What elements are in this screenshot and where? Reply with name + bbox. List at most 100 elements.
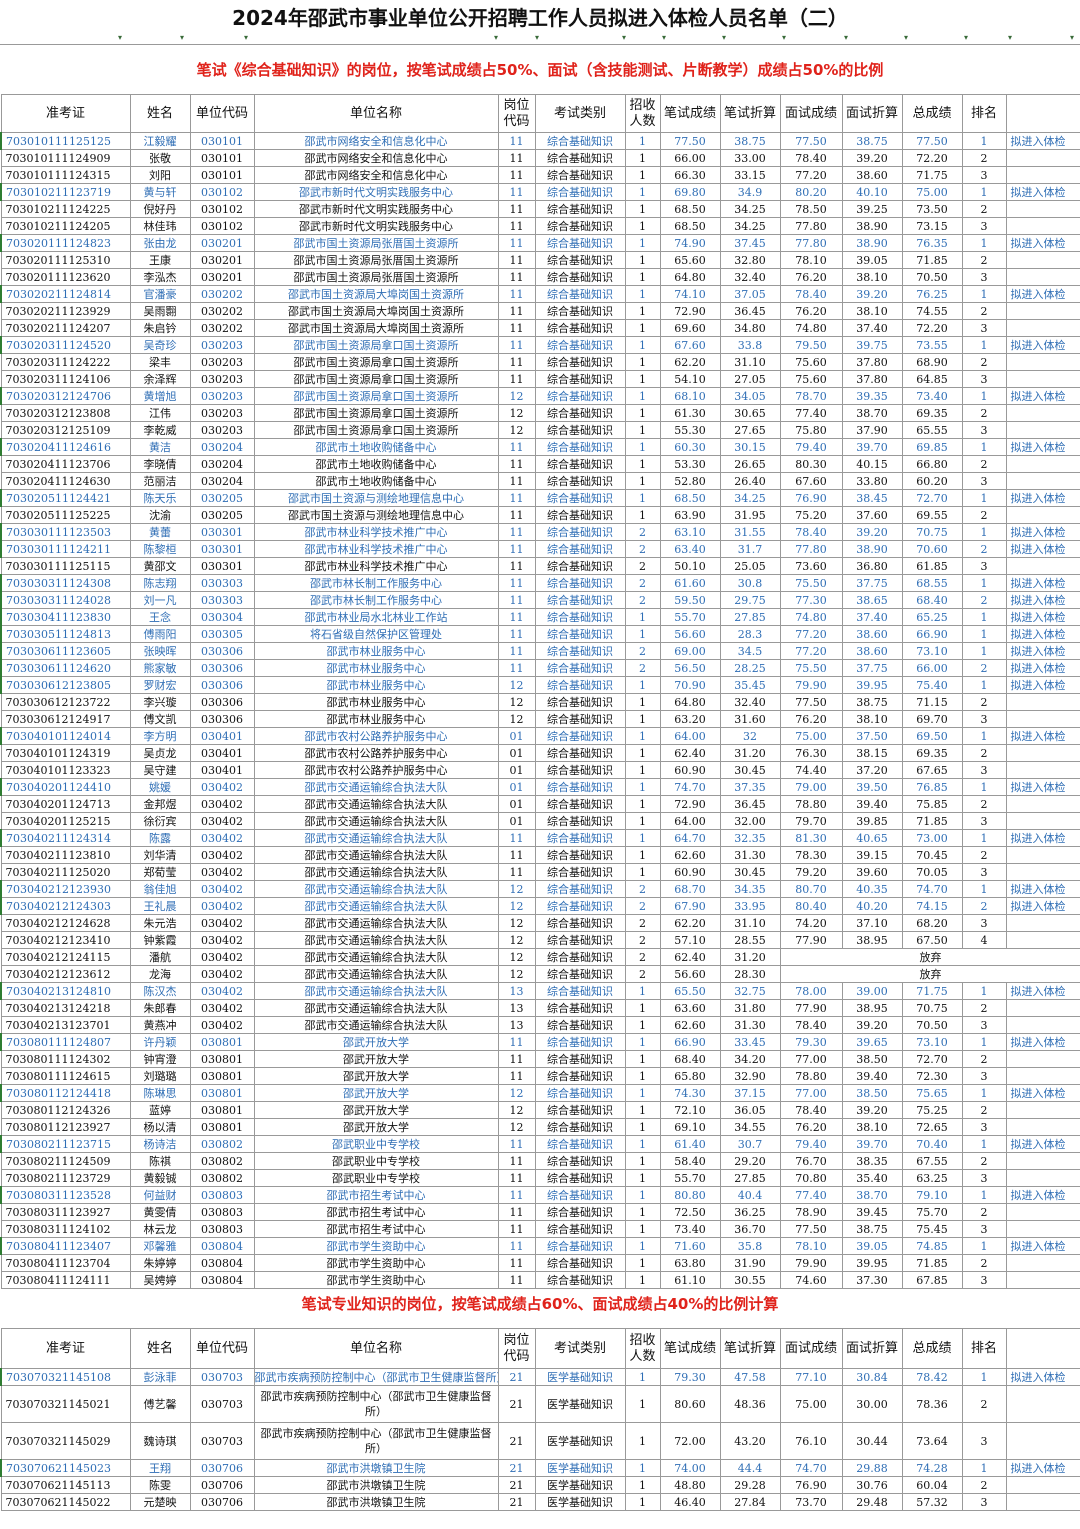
status-cell <box>1005 795 1080 813</box>
table-cell: 2 <box>624 914 661 932</box>
table-cell: 76.90 <box>779 1476 843 1494</box>
table-cell: 030303 <box>189 591 255 609</box>
table-cell: 陈露 <box>129 829 191 847</box>
table-cell: 030804 <box>189 1254 255 1272</box>
filter-dropdown-icon[interactable]: ▾ <box>118 33 123 42</box>
filter-dropdown-icon[interactable]: ▾ <box>622 33 627 42</box>
table-cell: 1 <box>624 1385 661 1423</box>
table-cell: 医学基础知识 <box>534 1459 626 1477</box>
table-cell: 75.25 <box>901 1101 963 1119</box>
filter-dropdown-icon[interactable]: ▾ <box>1070 33 1075 42</box>
header-cell: 姓名 <box>129 1328 191 1369</box>
table-cell: 703020312124706 <box>0 387 131 405</box>
table-cell: 40.20 <box>841 897 903 915</box>
table-cell: 62.40 <box>659 744 721 762</box>
table-cell: 40.4 <box>719 1186 781 1204</box>
filter-dropdown-icon[interactable]: ▾ <box>782 33 787 42</box>
status-cell: 拟进入体检 <box>1005 659 1080 677</box>
table-cell: 78.10 <box>779 251 843 269</box>
table-cell: 1 <box>624 1220 661 1238</box>
table-cell: 12 <box>497 404 536 422</box>
table-cell: 30.84 <box>841 1368 903 1386</box>
table-cell: 1 <box>624 200 661 218</box>
table-cell: 1 <box>624 1033 661 1051</box>
table-cell: 030203 <box>189 387 255 405</box>
table-cell: 64.70 <box>659 829 721 847</box>
table-cell: 66.30 <box>659 166 721 184</box>
status-cell: 拟进入体检 <box>1005 574 1080 592</box>
table-cell: 35.45 <box>719 676 781 694</box>
table-cell: 34.80 <box>719 319 781 337</box>
table-cell: 37.10 <box>841 914 903 932</box>
table-cell: 78.36 <box>901 1385 963 1423</box>
table-cell: 1 <box>624 421 661 439</box>
filter-dropdown-icon[interactable]: ▾ <box>494 33 499 42</box>
table-cell: 73.40 <box>659 1220 721 1238</box>
status-cell <box>1005 1067 1080 1085</box>
table-cell: 1 <box>961 880 1007 898</box>
header-cell: 岗位代码 <box>497 1328 536 1369</box>
status-cell: 拟进入体检 <box>1005 183 1080 201</box>
table-cell: 31.30 <box>719 1016 781 1034</box>
table-cell: 综合基础知识 <box>534 625 626 643</box>
table-cell: 703010211124225 <box>0 200 131 218</box>
table-cell: 邵武市国土资源与测绘地理信息中心 <box>253 489 499 507</box>
filter-dropdown-icon[interactable]: ▾ <box>662 33 667 42</box>
table-cell: 703070321145108 <box>0 1368 131 1386</box>
table-cell: 综合基础知识 <box>534 319 626 337</box>
table-cell: 邵武市林业服务中心 <box>253 642 499 660</box>
table-cell: 703080411124111 <box>0 1271 131 1289</box>
table-cell: 综合基础知识 <box>534 591 626 609</box>
table-cell: 1 <box>624 1203 661 1221</box>
table-cell: 11 <box>497 642 536 660</box>
table-cell: 1 <box>624 1186 661 1204</box>
filter-dropdown-icon[interactable]: ▾ <box>904 33 909 42</box>
table-cell: 68.55 <box>901 574 963 592</box>
table-cell: 030803 <box>189 1203 255 1221</box>
table-cell: 邵武市林长制工作服务中心 <box>253 574 499 592</box>
table-cell: 80.20 <box>779 183 843 201</box>
table-cell: 邵武开放大学 <box>253 1067 499 1085</box>
table-cell: 3 <box>961 557 1007 575</box>
table-cell: 综合基础知识 <box>534 234 626 252</box>
table-cell: 综合基础知识 <box>534 710 626 728</box>
table-cell: 030804 <box>189 1237 255 1255</box>
table-cell: 75.50 <box>779 574 843 592</box>
table-cell: 1 <box>624 982 661 1000</box>
table-row: 703080211123729 黄毅铖 030802 邵武职业中专学校 11 综合基础知识… <box>0 1169 1080 1187</box>
table-cell: 11 <box>497 659 536 677</box>
table-cell: 邵武市交通运输综合执法大队 <box>253 880 499 898</box>
table-cell: 2 <box>961 251 1007 269</box>
table-cell: 37.80 <box>841 353 903 371</box>
filter-dropdown-icon[interactable]: ▾ <box>535 33 540 42</box>
table-cell: 医学基础知识 <box>534 1385 626 1423</box>
filter-dropdown-icon[interactable]: ▾ <box>722 33 727 42</box>
table-cell: 综合基础知识 <box>534 506 626 524</box>
table-cell: 36.25 <box>719 1203 781 1221</box>
filter-dropdown-icon[interactable]: ▾ <box>1008 33 1013 42</box>
table-cell: 1 <box>961 387 1007 405</box>
table-cell: 2 <box>961 1476 1007 1494</box>
filter-dropdown-icon[interactable]: ▾ <box>180 33 185 42</box>
filter-dropdown-icon[interactable]: ▾ <box>244 33 249 42</box>
table-cell: 4 <box>961 931 1007 949</box>
table-cell: 11 <box>497 1220 536 1238</box>
table-cell: 63.80 <box>659 1254 721 1272</box>
header-cell: 单位代码 <box>189 94 255 133</box>
table-cell: 1 <box>624 1169 661 1187</box>
table-cell: 1 <box>624 727 661 745</box>
status-cell <box>1005 353 1080 371</box>
header-cell: 考试类别 <box>534 1328 626 1369</box>
table-cell: 703080211123715 <box>0 1135 131 1153</box>
table-row: 703020111125310 王康 030201 邵武市国土资源局张厝国土资源所 11… <box>0 251 1080 269</box>
table-cell: 陈汉杰 <box>129 982 191 1000</box>
table-cell: 1 <box>961 829 1007 847</box>
table-cell: 703040212123410 <box>0 931 131 949</box>
table-cell: 31.10 <box>719 353 781 371</box>
table-cell: 01 <box>497 727 536 745</box>
filter-dropdown-icon[interactable]: ▾ <box>844 33 849 42</box>
filter-dropdown-icon[interactable]: ▾ <box>964 33 969 42</box>
table-cell: 1 <box>961 642 1007 660</box>
table-cell: 030203 <box>189 370 255 388</box>
table-row: 703040212124628 朱元浩 030402 邵武市交通运输综合执法大队 12 综… <box>0 914 1080 932</box>
